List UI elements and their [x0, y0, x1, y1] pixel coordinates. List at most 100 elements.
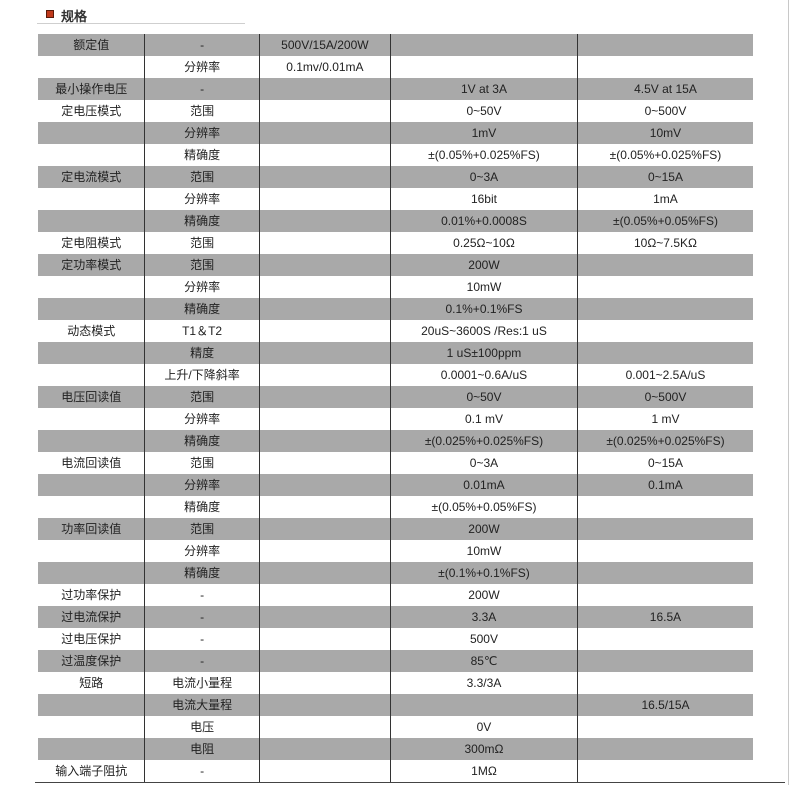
spec-category: 输入端子阻抗	[55, 764, 128, 778]
spec-value-high-range: ±(0.05%+0.05%FS)	[576, 210, 753, 232]
spec-value-high-range	[576, 34, 753, 56]
table-row: 精确度 0.01%+0.0008S ±(0.05%+0.05%FS)	[38, 210, 753, 232]
table-row: 电流回读值 范围 0~3A 0~15A	[38, 452, 753, 474]
spec-category	[38, 716, 145, 738]
spec-value-rated: 500V/15A/200W	[258, 34, 391, 56]
spec-category: 电压回读值	[38, 386, 145, 408]
spec-parameter: 精确度	[144, 210, 260, 232]
table-row: 额定值 -500V/15A/200W	[38, 34, 753, 56]
spec-value-low-range: 200W	[390, 584, 578, 606]
spec-value-low-range: 0.25Ω~10Ω	[390, 232, 578, 254]
spec-category	[38, 694, 145, 716]
spec-value-low-range: 1 uS±100ppm	[390, 342, 578, 364]
spec-category: 过温度保护	[38, 650, 145, 672]
spec-value-rated	[258, 584, 391, 606]
spec-value-high-range	[576, 56, 753, 78]
spec-value-low-range: 3.3/3A	[390, 672, 578, 694]
spec-parameter: 电压	[144, 716, 260, 738]
spec-value-low-range: 0.01mA	[390, 474, 578, 496]
spec-value-high-range: 0~15A	[576, 166, 753, 188]
spec-value-rated	[258, 694, 391, 716]
spec-value-high-range	[576, 716, 753, 738]
spec-parameter: 精确度	[144, 144, 260, 166]
spec-category: 过电压保护	[61, 632, 122, 646]
spec-value-rated	[258, 122, 391, 144]
spec-category: 最小操作电压	[38, 78, 145, 100]
spec-value-high-range: ±(0.05%+0.025%FS)	[576, 144, 753, 166]
spec-parameter: 范围	[144, 518, 260, 540]
spec-value-rated	[258, 518, 391, 540]
spec-parameter: 范围	[144, 100, 260, 122]
spec-value-rated	[258, 78, 391, 100]
spec-value-low-range: 85℃	[390, 650, 578, 672]
spec-parameter: 精度	[144, 342, 260, 364]
spec-category: 定电阻模式	[61, 236, 122, 250]
spec-parameter: 范围	[144, 166, 260, 188]
spec-value-rated	[258, 144, 391, 166]
table-row: 过温度保护 - 85℃	[38, 650, 753, 672]
table-row: 分辨率 16bit 1mA	[38, 188, 753, 210]
spec-parameter: 分辨率	[144, 540, 260, 562]
spec-category	[38, 144, 145, 166]
table-row: 电压 0V	[38, 716, 753, 738]
spec-category: 定功率模式	[38, 254, 145, 276]
spec-category: 功率回读值	[38, 518, 145, 540]
table-row: 分辨率 10mW	[38, 540, 753, 562]
spec-parameter: 范围	[144, 452, 260, 474]
spec-value-low-range: 1mV	[390, 122, 578, 144]
table-row: 分辨率 10mW	[38, 276, 753, 298]
table-row: 功率回读值 范围 200W	[38, 518, 753, 540]
table-row: 精确度 ±(0.05%+0.025%FS) ±(0.05%+0.025%FS)	[38, 144, 753, 166]
spec-value-high-range: 16.5/15A	[576, 694, 753, 716]
spec-value-rated	[258, 298, 391, 320]
spec-value-high-range: 0~15A	[576, 452, 753, 474]
spec-parameter: -	[144, 78, 260, 100]
square-bullet-icon	[46, 10, 54, 18]
spec-category: 过功率保护	[61, 588, 122, 602]
spec-category: 定电流模式	[38, 166, 145, 188]
table-row: 精度 1 uS±100ppm	[38, 342, 753, 364]
spec-value-rated	[258, 210, 391, 232]
spec-value-high-range: 0.1mA	[576, 474, 753, 496]
table-row: 过电压保护 - 500V	[38, 628, 753, 650]
page-edge-divider	[788, 0, 789, 785]
spec-parameter: 精确度	[144, 496, 260, 518]
table-row: 上升/下降斜率 0.0001~0.6A/uS 0.001~2.5A/uS	[38, 364, 753, 386]
spec-parameter: -	[144, 34, 260, 56]
spec-value-low-range: ±(0.025%+0.025%FS)	[390, 430, 578, 452]
spec-value-high-range	[576, 562, 753, 584]
spec-parameter: 电流小量程	[144, 672, 260, 694]
spec-value-rated	[258, 100, 391, 122]
spec-parameter: 分辨率	[144, 474, 260, 496]
spec-value-rated	[258, 650, 391, 672]
spec-value-low-range: 500V	[390, 628, 578, 650]
spec-parameter: 分辨率	[144, 408, 260, 430]
spec-parameter: 精确度	[144, 298, 260, 320]
spec-value-high-range	[576, 650, 753, 672]
spec-category	[38, 738, 145, 760]
spec-category	[38, 56, 145, 78]
spec-parameter: -	[144, 760, 260, 782]
spec-category	[38, 474, 145, 496]
spec-value-low-range: 1V at 3A	[390, 78, 578, 100]
spec-value-low-range: 10mW	[390, 276, 578, 298]
spec-value-rated	[258, 760, 391, 782]
table-row: 电压回读值 范围 0~50V 0~500V	[38, 386, 753, 408]
spec-value-rated	[258, 232, 391, 254]
spec-category	[38, 364, 145, 386]
table-row: 定功率模式 范围 200W	[38, 254, 753, 276]
spec-value-low-range: 16bit	[390, 188, 578, 210]
table-row: 分辨率 0.01mA 0.1mA	[38, 474, 753, 496]
spec-value-low-range: 0.01%+0.0008S	[390, 210, 578, 232]
table-row: 分辨率 0.1mv/0.01mA	[38, 56, 753, 78]
spec-value-rated	[258, 672, 391, 694]
spec-value-low-range: 1MΩ	[390, 760, 578, 782]
table-row: 精确度 ±(0.1%+0.1%FS)	[38, 562, 753, 584]
spec-value-rated	[258, 188, 391, 210]
spec-value-rated	[258, 716, 391, 738]
spec-value-low-range: ±(0.05%+0.025%FS)	[390, 144, 578, 166]
spec-value-rated	[258, 320, 391, 342]
spec-value-low-range: ±(0.05%+0.05%FS)	[390, 496, 578, 518]
spec-category: 定电压模式	[61, 104, 122, 118]
spec-value-high-range: 1mA	[576, 188, 753, 210]
